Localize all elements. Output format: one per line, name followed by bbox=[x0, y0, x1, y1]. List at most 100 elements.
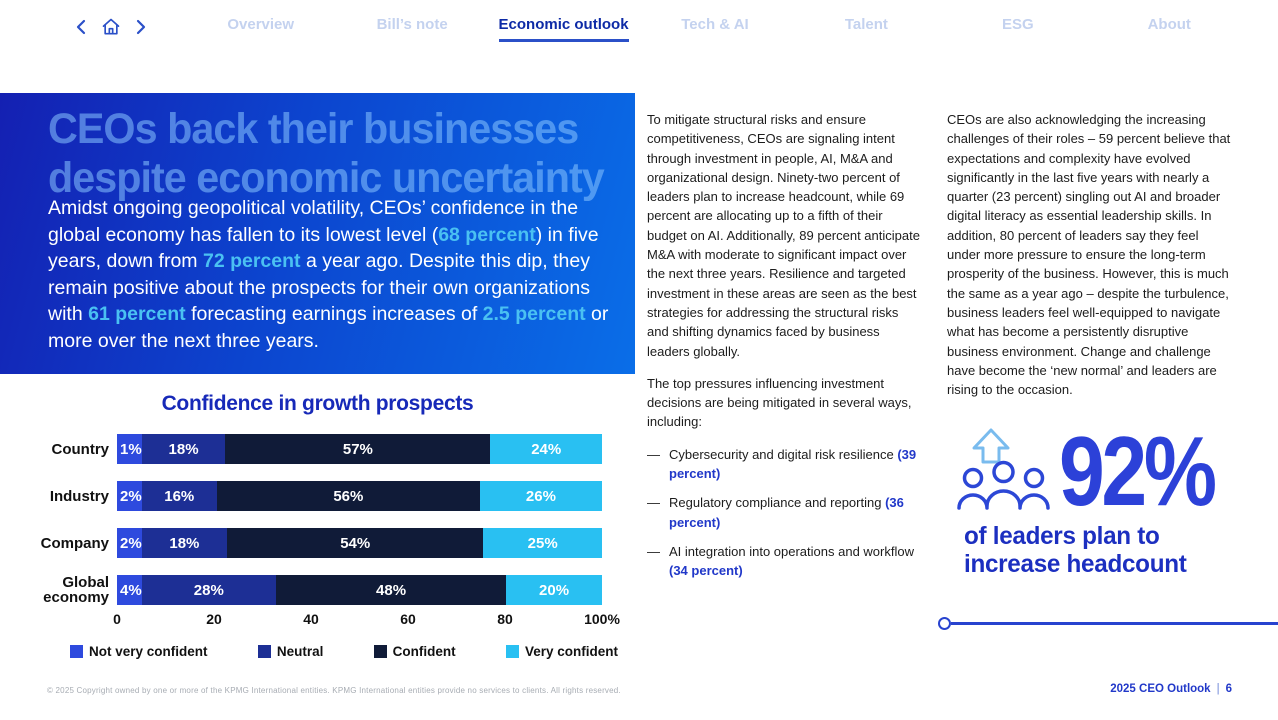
hero-text-segment: or more over the next three years. bbox=[48, 303, 609, 352]
bar-segment: 16% bbox=[141, 481, 217, 511]
section-progress bbox=[938, 617, 1278, 630]
bar-segment: 24% bbox=[490, 434, 602, 464]
chart-rows: Country 1% 18% 57% 24% Industry 2% 16% 56% 26% Com… bbox=[5, 434, 619, 622]
bullet-text: Cybersecurity and digital risk resilienc… bbox=[669, 445, 923, 484]
nav-item-label: Tech & AI bbox=[681, 16, 749, 33]
bar-segment: 2% bbox=[117, 481, 142, 511]
pressures-paragraph: The top pressures influencing investment… bbox=[647, 375, 912, 430]
legend-swatch bbox=[505, 645, 519, 658]
pressures-list: — Cybersecurity and digital risk resilie… bbox=[647, 445, 923, 581]
bullet-text-main: Regulatory compliance and reporting bbox=[669, 495, 886, 511]
hero-paragraph: Amidst ongoing geopolitical volatility, … bbox=[48, 195, 630, 354]
bullet-text: AI integration into operations and workf… bbox=[669, 542, 923, 581]
list-item: — Regulatory compliance and reporting (3… bbox=[647, 493, 923, 532]
column-challenges: CEOs are also acknowledging the increasi… bbox=[947, 110, 1233, 399]
hero-highlight-stat: 2.5 percent bbox=[482, 303, 586, 325]
nav-item-label: Economic outlook bbox=[498, 16, 629, 42]
nav-item-economic-outlook[interactable]: Economic outlook bbox=[488, 16, 639, 42]
bar-segment: 25% bbox=[483, 528, 602, 558]
nav-item-about[interactable]: About bbox=[1094, 16, 1245, 42]
hero-highlight-stat: 68 percent bbox=[438, 223, 536, 246]
nav-item-overview[interactable]: Overview bbox=[185, 16, 336, 42]
bar-segment: 54% bbox=[227, 528, 484, 558]
investment-paragraph: To mitigate structural risks and ensure … bbox=[647, 112, 920, 359]
bar-segment: 18% bbox=[141, 528, 228, 558]
chevron-right-icon[interactable] bbox=[132, 17, 148, 37]
hero-title: CEOs back their businesses despite econom… bbox=[48, 105, 605, 203]
bar-segment: 57% bbox=[225, 434, 491, 464]
nav-item-bills-note[interactable]: Bill’s note bbox=[336, 16, 487, 42]
bar-segment: 26% bbox=[479, 481, 602, 511]
chart-category-label: Company bbox=[40, 534, 109, 552]
chart-category-label: Country bbox=[51, 440, 110, 458]
bullet-stat: (39 percent) bbox=[669, 446, 917, 482]
home-icon[interactable] bbox=[101, 17, 121, 37]
legend-label: Confident bbox=[392, 644, 456, 659]
hero-highlight-stat: 61 percent bbox=[88, 303, 186, 325]
bullet-text: Regulatory compliance and reporting (36 … bbox=[669, 493, 923, 532]
progress-handle[interactable] bbox=[938, 617, 951, 630]
axis-tick-label: 40 bbox=[303, 611, 319, 627]
list-item: — AI integration into operations and wor… bbox=[647, 542, 923, 581]
headcount-stat-top: 92% bbox=[956, 416, 1246, 526]
legend-label: Very confident bbox=[524, 644, 618, 659]
nav-item-tech-ai[interactable]: Tech & AI bbox=[639, 16, 790, 42]
people-up-arrow-icon bbox=[956, 428, 1051, 512]
nav-item-esg[interactable]: ESG bbox=[942, 16, 1093, 42]
bar-segment: 2% bbox=[117, 528, 142, 558]
bar-segment: 4% bbox=[117, 575, 142, 605]
chart-bar-stack: 1% 18% 57% 24% bbox=[117, 434, 602, 464]
chart-category-label: Global economy bbox=[43, 574, 109, 606]
hero-text-segment: ) in five years, down from bbox=[48, 223, 599, 273]
axis-tick-label: 80 bbox=[497, 611, 513, 627]
chart-bar-stack: 4% 28% 48% 20% bbox=[117, 575, 603, 605]
nav-item-label: ESG bbox=[1001, 16, 1034, 33]
nav-item-label: Overview bbox=[227, 16, 295, 33]
chart-bar-stack: 2% 16% 56% 26% bbox=[117, 481, 602, 511]
legend-item: Very confident bbox=[505, 644, 618, 659]
axis-tick-label: 60 bbox=[400, 611, 416, 627]
bar-segment: 56% bbox=[216, 481, 480, 511]
chart-legend: Not very confident Neutral Confident Very c… bbox=[70, 644, 618, 659]
main-nav: Overview Bill’s note Economic outlook Te… bbox=[185, 16, 1245, 42]
bullet-dash: — bbox=[647, 543, 660, 559]
chart-row: Company 2% 18% 54% 25% bbox=[5, 528, 619, 558]
stat-value: 92% bbox=[1059, 416, 1217, 526]
chart-row: Global economy 4% 28% 48% 20% bbox=[5, 575, 619, 605]
chart-title: Confidence in growth prospects bbox=[161, 392, 474, 415]
bullet-text-main: AI integration into operations and workf… bbox=[669, 543, 914, 559]
stat-caption: of leaders plan to increase headcount bbox=[964, 522, 1187, 578]
chart-axis: 0 20 40 60 80 100% bbox=[113, 611, 620, 629]
axis-tick-label: 100% bbox=[584, 611, 620, 627]
nav-item-talent[interactable]: Talent bbox=[791, 16, 942, 42]
bar-segment: 48% bbox=[275, 575, 507, 605]
hero-banner: CEOs back their businesses despite econom… bbox=[0, 93, 635, 374]
hero-highlight-stat: 72 percent bbox=[202, 250, 301, 272]
legend-item: Neutral bbox=[257, 644, 323, 659]
report-title: 2025 CEO Outlook bbox=[1110, 683, 1211, 695]
legend-swatch bbox=[373, 645, 387, 658]
legend-swatch bbox=[257, 645, 271, 658]
nav-item-label: Bill’s note bbox=[376, 16, 448, 33]
top-navigation: Overview Bill’s note Economic outlook Te… bbox=[0, 0, 1278, 92]
axis-tick-label: 0 bbox=[113, 611, 121, 627]
chart-category-label: Industry bbox=[49, 487, 109, 505]
legend-swatch bbox=[70, 645, 83, 658]
hero-title-line1: CEOs back their businesses bbox=[48, 105, 579, 153]
page-indicator: 2025 CEO Outlook | 6 bbox=[1110, 683, 1232, 695]
bar-segment: 20% bbox=[506, 575, 603, 605]
hero-title-line2: despite economic uncertainty bbox=[48, 154, 605, 202]
chart-bar-stack: 2% 18% 54% 25% bbox=[117, 528, 602, 558]
legend-label: Not very confident bbox=[89, 644, 208, 659]
column-investment: To mitigate structural risks and ensure … bbox=[647, 110, 923, 591]
legend-item: Confident bbox=[373, 644, 456, 659]
chevron-left-icon[interactable] bbox=[74, 17, 90, 37]
axis-tick-label: 20 bbox=[206, 611, 222, 627]
hero-text-segment: Amidst ongoing geopolitical volatility, … bbox=[48, 197, 579, 246]
bullet-stat: (34 percent) bbox=[669, 563, 743, 579]
list-item: — Cybersecurity and digital risk resilie… bbox=[647, 445, 923, 484]
page-number: 6 bbox=[1225, 683, 1232, 695]
bar-segment: 18% bbox=[141, 434, 226, 464]
chart-row: Industry 2% 16% 56% 26% bbox=[5, 481, 619, 511]
